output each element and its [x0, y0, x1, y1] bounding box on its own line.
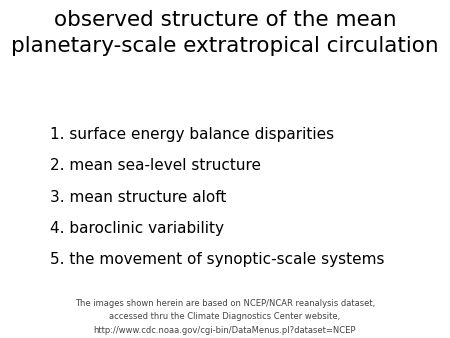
Text: 2. mean sea-level structure: 2. mean sea-level structure [50, 158, 261, 173]
Text: 3. mean structure aloft: 3. mean structure aloft [50, 190, 226, 204]
Text: 1. surface energy balance disparities: 1. surface energy balance disparities [50, 127, 333, 142]
Text: observed structure of the mean
planetary-scale extratropical circulation: observed structure of the mean planetary… [11, 10, 439, 56]
Text: The images shown herein are based on NCEP/NCAR reanalysis dataset,
accessed thru: The images shown herein are based on NCE… [75, 299, 375, 335]
Text: 5. the movement of synoptic-scale systems: 5. the movement of synoptic-scale system… [50, 252, 384, 267]
Text: 4. baroclinic variability: 4. baroclinic variability [50, 221, 224, 236]
